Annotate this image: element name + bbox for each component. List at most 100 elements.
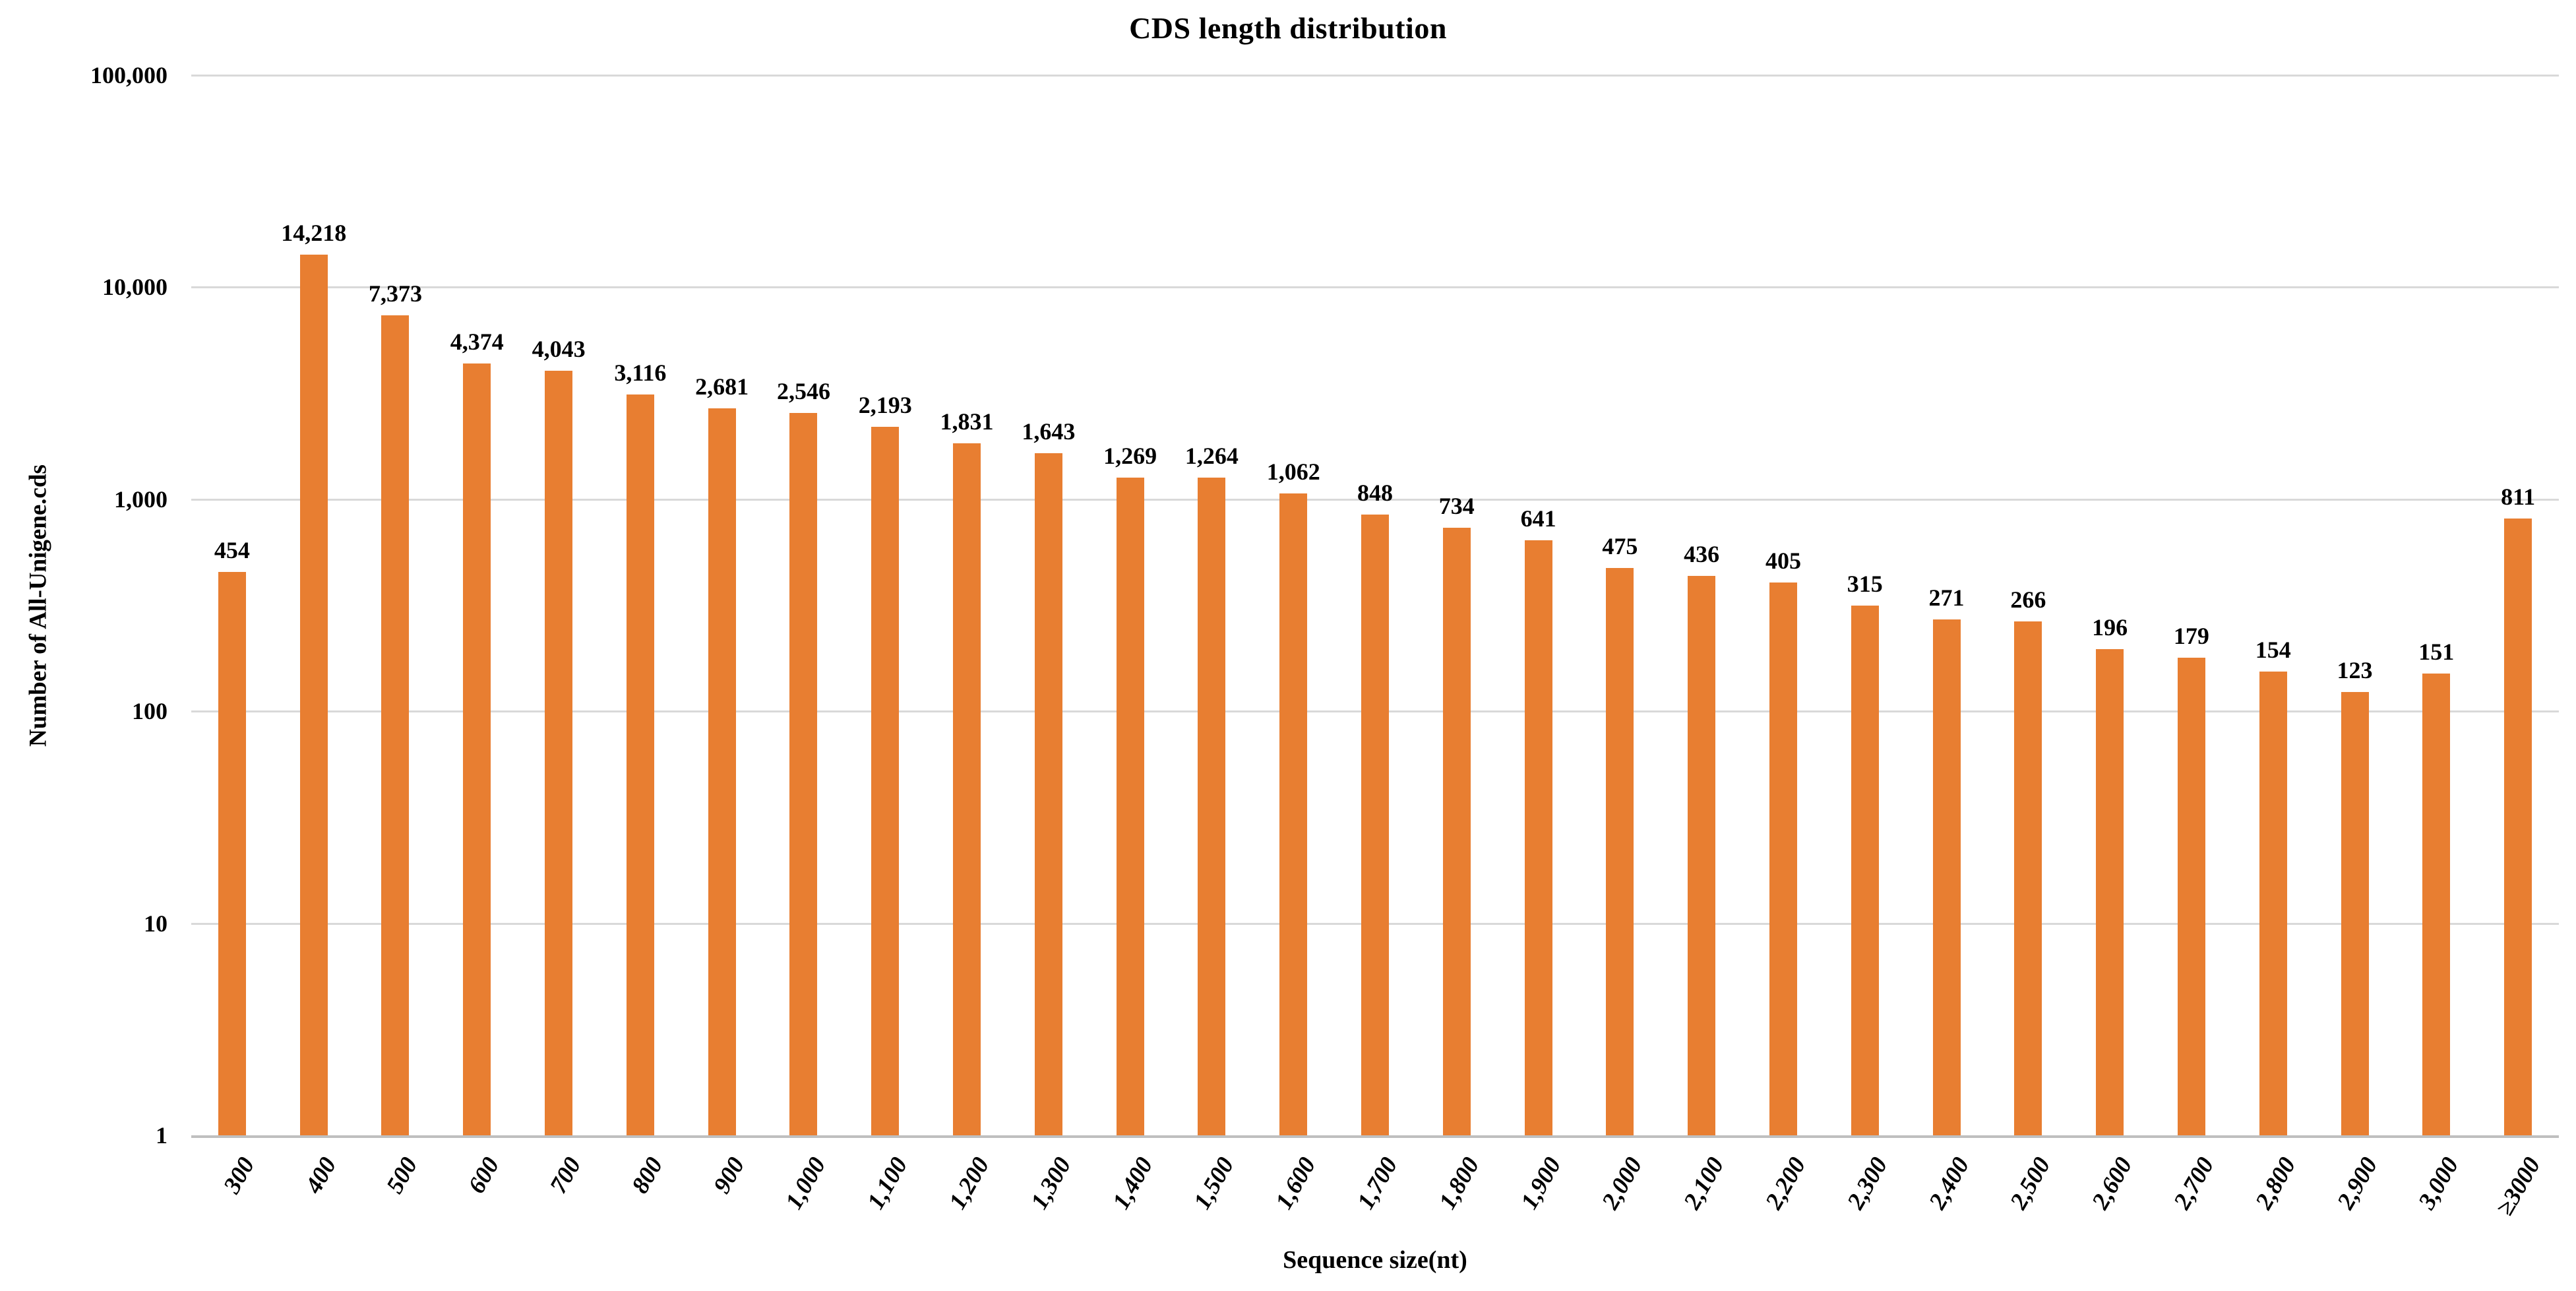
x-tick-label: 2,300 (1841, 1152, 1893, 1214)
bar-value-label: 641 (1520, 505, 1556, 532)
x-tick-label: 3,000 (2413, 1152, 2465, 1214)
x-tick-label: 300 (218, 1152, 261, 1199)
bar-value-label: 1,831 (940, 408, 994, 435)
bar-value-label: 1,264 (1184, 443, 1239, 470)
bar-value-label: 848 (1357, 479, 1393, 506)
bar-value-label: 1,643 (1022, 418, 1076, 445)
bar-value-label: 154 (2255, 636, 2291, 663)
bar-value-label: 14,218 (281, 220, 347, 247)
bar (218, 572, 246, 1135)
gridline (191, 498, 2559, 501)
x-tick-label: 1,600 (1270, 1152, 1322, 1214)
x-tick-label: 1,500 (1188, 1152, 1240, 1214)
x-tick-label: 1,800 (1434, 1152, 1485, 1214)
bar-value-label: 7,373 (368, 280, 422, 307)
x-tick-label: 800 (626, 1152, 669, 1199)
x-tick-label: 1,300 (1026, 1152, 1077, 1214)
bar-value-label: 405 (1765, 547, 1801, 574)
bar (953, 443, 981, 1135)
x-tick-label: 2,600 (2087, 1152, 2138, 1214)
bar (871, 427, 900, 1135)
y-tick-label: 1 (156, 1122, 168, 1149)
x-tick-label: 1,900 (1515, 1152, 1566, 1214)
bar-value-label: 151 (2418, 638, 2455, 665)
x-axis-line (191, 1135, 2559, 1138)
x-tick-label: 2,900 (2331, 1152, 2383, 1214)
bar (2504, 519, 2532, 1135)
bar-value-label: 179 (2173, 622, 2209, 649)
bar-value-label: 271 (1928, 584, 1965, 612)
gridline (191, 75, 2559, 77)
bar-value-label: 2,546 (776, 378, 830, 405)
bar-value-label: 123 (2337, 657, 2373, 684)
x-tick-label: ≥3000 (2491, 1152, 2546, 1220)
bar (2014, 621, 2042, 1135)
x-tick-label: 2,400 (1923, 1152, 1975, 1214)
bar-value-label: 196 (2092, 614, 2128, 641)
bar (1769, 582, 1797, 1135)
bar (789, 413, 818, 1135)
bar-value-label: 4,374 (450, 328, 504, 355)
y-tick-label: 100,000 (90, 62, 168, 88)
bar (1116, 477, 1144, 1135)
bar (2177, 657, 2205, 1135)
bar (708, 408, 736, 1135)
bar (1606, 567, 1634, 1135)
bar (1524, 540, 1552, 1135)
bar-value-label: 734 (1438, 492, 1475, 519)
x-tick-label: 1,700 (1352, 1152, 1403, 1214)
bar (1932, 619, 1961, 1135)
bar (1034, 453, 1062, 1135)
x-axis-title: Sequence size(nt) (1283, 1246, 1467, 1274)
bar-value-label: 1,062 (1266, 458, 1320, 486)
bar-value-label: 3,116 (614, 360, 667, 387)
bar (463, 363, 491, 1135)
bar (2422, 673, 2451, 1135)
x-tick-label: 1,000 (780, 1152, 832, 1214)
bar-value-label: 811 (2501, 484, 2536, 511)
y-tick-label: 10,000 (102, 274, 168, 301)
y-tick-label: 1,000 (114, 486, 168, 513)
x-tick-label: 2,500 (2005, 1152, 2056, 1214)
x-tick-label: 2,700 (2168, 1152, 2220, 1214)
gridline (191, 286, 2559, 289)
x-tick-label: 2,800 (2250, 1152, 2302, 1214)
bar-value-label: 4,043 (532, 335, 586, 362)
bar (1279, 493, 1308, 1135)
x-tick-label: 400 (299, 1152, 342, 1199)
x-tick-label: 1,400 (1107, 1152, 1158, 1214)
bar-value-label: 1,269 (1103, 442, 1157, 469)
bar (2259, 671, 2287, 1135)
bar-value-label: 266 (2010, 586, 2046, 613)
x-tick-label: 1,200 (944, 1152, 995, 1214)
x-tick-label: 600 (463, 1152, 505, 1199)
bar (381, 315, 410, 1135)
bar-value-label: 2,681 (695, 373, 749, 400)
bar-value-label: 475 (1602, 532, 1638, 559)
chart-title: CDS length distribution (1129, 11, 1447, 45)
y-tick-label: 10 (144, 910, 168, 937)
x-tick-label: 2,200 (1760, 1152, 1812, 1214)
bar (1361, 514, 1389, 1135)
x-tick-label: 2,000 (1597, 1152, 1648, 1214)
bar-value-label: 2,193 (858, 392, 912, 419)
bar (626, 394, 654, 1135)
x-tick-label: 2,100 (1678, 1152, 1730, 1214)
x-tick-label: 900 (708, 1152, 751, 1199)
bar (1198, 478, 1226, 1135)
bar-value-label: 454 (214, 537, 250, 564)
plot-area: 100,000 10,000 1,000 100 10 1 454 300 14,218 400 7… (90, 62, 2559, 1220)
bar (1851, 606, 1879, 1135)
x-tick-label: 700 (545, 1152, 587, 1199)
x-tick-label: 500 (381, 1152, 423, 1199)
x-tick-label: 1,100 (862, 1152, 913, 1214)
bar (299, 255, 328, 1135)
bar (2096, 649, 2124, 1135)
bar (1688, 575, 1716, 1135)
bar (1442, 527, 1471, 1135)
y-tick-label: 100 (132, 698, 168, 725)
bar-value-label: 315 (1847, 571, 1883, 598)
bar-value-label: 436 (1684, 540, 1720, 567)
bar (545, 370, 573, 1135)
